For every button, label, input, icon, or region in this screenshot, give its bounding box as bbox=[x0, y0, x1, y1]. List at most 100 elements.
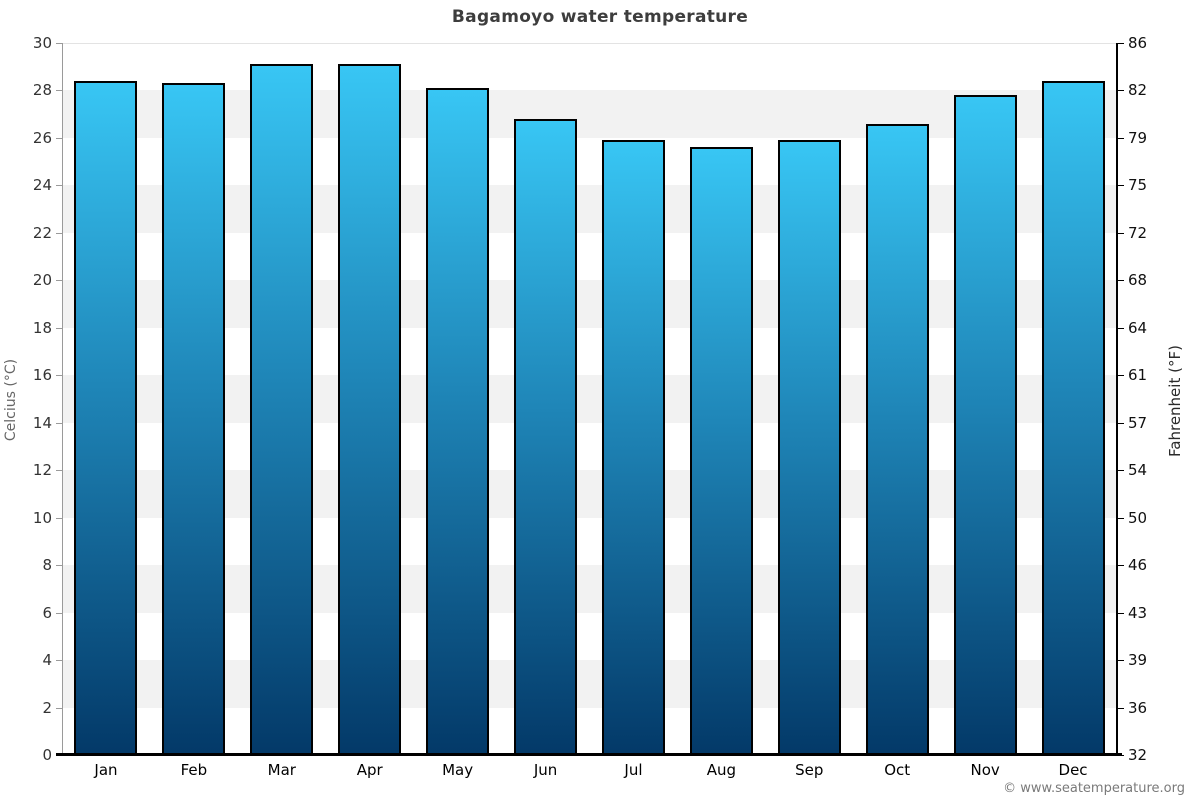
y-tick-label-fahrenheit: 57 bbox=[1128, 413, 1148, 432]
y-tick-right bbox=[1118, 517, 1124, 519]
y-tick-label-celsius: 6 bbox=[42, 603, 52, 622]
y-tick-label-celsius: 22 bbox=[32, 223, 52, 242]
bar-jul bbox=[602, 140, 665, 755]
y-tick-label-celsius: 14 bbox=[32, 413, 52, 432]
x-tick-label-sep: Sep bbox=[795, 761, 824, 779]
y-tick-left bbox=[56, 232, 62, 234]
y-axis-line-right bbox=[1116, 43, 1118, 755]
grid-stripe bbox=[62, 565, 1117, 613]
y-tick-left bbox=[56, 470, 62, 472]
y-tick-right bbox=[1118, 90, 1124, 92]
x-tick-label-dec: Dec bbox=[1058, 761, 1088, 779]
y-axis-label-fahrenheit: Fahrenheit (°F) bbox=[1166, 345, 1184, 457]
y-tick-right bbox=[1118, 612, 1124, 614]
y-tick-label-fahrenheit: 39 bbox=[1128, 651, 1148, 670]
y-tick-left bbox=[56, 327, 62, 329]
y-tick-left bbox=[56, 43, 62, 44]
y-tick-label-fahrenheit: 79 bbox=[1128, 128, 1148, 147]
y-tick-right bbox=[1118, 375, 1124, 377]
bar-oct bbox=[866, 123, 929, 755]
grid-stripe bbox=[62, 470, 1117, 518]
y-tick-left bbox=[56, 517, 62, 519]
bar-dec bbox=[1042, 80, 1105, 755]
y-tick-label-fahrenheit: 61 bbox=[1128, 366, 1148, 385]
bar-may bbox=[426, 88, 489, 755]
x-axis-line bbox=[56, 753, 1122, 756]
y-tick-label-celsius: 26 bbox=[32, 128, 52, 147]
x-tick-label-jul: Jul bbox=[624, 761, 643, 779]
bar-mar bbox=[250, 64, 313, 755]
y-tick-label-fahrenheit: 36 bbox=[1128, 698, 1148, 717]
y-tick-right bbox=[1118, 137, 1124, 139]
grid-stripe bbox=[62, 185, 1117, 233]
bar-nov bbox=[954, 95, 1017, 755]
copyright-text: © www.seatemperature.org bbox=[1003, 781, 1185, 796]
y-tick-right bbox=[1118, 185, 1124, 187]
x-tick-label-oct: Oct bbox=[884, 761, 911, 779]
y-tick-right bbox=[1118, 707, 1124, 709]
x-tick-label-feb: Feb bbox=[180, 761, 208, 779]
y-tick-label-fahrenheit: 46 bbox=[1128, 556, 1148, 575]
y-tick-label-celsius: 16 bbox=[32, 366, 52, 385]
y-tick-label-fahrenheit: 68 bbox=[1128, 271, 1148, 290]
y-tick-label-celsius: 18 bbox=[32, 318, 52, 337]
bar-aug bbox=[690, 147, 753, 755]
y-tick-left bbox=[56, 280, 62, 282]
y-tick-label-celsius: 24 bbox=[32, 176, 52, 195]
grid-stripe bbox=[62, 280, 1117, 328]
grid-stripe bbox=[62, 660, 1117, 708]
y-tick-right bbox=[1118, 232, 1124, 234]
y-tick-right bbox=[1118, 43, 1124, 44]
y-tick-label-celsius: 12 bbox=[32, 461, 52, 480]
y-tick-label-fahrenheit: 86 bbox=[1128, 34, 1148, 52]
y-tick-label-celsius: 0 bbox=[42, 746, 52, 764]
chart-title: Bagamoyo water temperature bbox=[451, 7, 749, 27]
y-tick-right bbox=[1118, 422, 1124, 424]
bar-sep bbox=[778, 140, 841, 755]
grid-stripe bbox=[62, 90, 1117, 138]
y-tick-left bbox=[56, 90, 62, 92]
y-tick-left bbox=[56, 375, 62, 377]
y-tick-label-celsius: 10 bbox=[32, 508, 52, 527]
x-tick-label-jan: Jan bbox=[94, 761, 118, 779]
x-tick-label-jun: Jun bbox=[533, 761, 558, 779]
y-tick-label-fahrenheit: 64 bbox=[1128, 318, 1148, 337]
y-tick-label-fahrenheit: 72 bbox=[1128, 223, 1148, 242]
y-tick-label-celsius: 20 bbox=[32, 271, 52, 290]
bar-feb bbox=[162, 83, 225, 755]
y-tick-left bbox=[56, 137, 62, 139]
bar-apr bbox=[338, 64, 401, 755]
grid-stripe bbox=[62, 375, 1117, 423]
y-tick-left bbox=[56, 612, 62, 614]
x-tick-label-mar: Mar bbox=[267, 761, 296, 779]
bar-jan bbox=[74, 80, 137, 755]
x-tick-label-may: May bbox=[442, 761, 474, 779]
y-tick-right bbox=[1118, 280, 1124, 282]
y-tick-right bbox=[1118, 327, 1124, 329]
top-gridline bbox=[62, 43, 1117, 44]
y-tick-right bbox=[1118, 660, 1124, 662]
y-axis-label-celsius: Celcius (°C) bbox=[3, 358, 19, 442]
y-tick-label-celsius: 8 bbox=[42, 556, 52, 575]
y-tick-label-fahrenheit: 43 bbox=[1128, 603, 1148, 622]
y-tick-left bbox=[56, 565, 62, 567]
y-tick-left bbox=[56, 185, 62, 187]
y-tick-label-celsius: 28 bbox=[32, 81, 52, 100]
y-axis-line-left bbox=[62, 43, 63, 755]
bar-jun bbox=[514, 118, 577, 755]
y-tick-right bbox=[1118, 470, 1124, 472]
x-tick-label-aug: Aug bbox=[706, 761, 737, 779]
y-tick-label-fahrenheit: 75 bbox=[1128, 176, 1148, 195]
y-tick-label-celsius: 30 bbox=[32, 34, 52, 52]
y-tick-left bbox=[56, 422, 62, 424]
y-tick-label-fahrenheit: 50 bbox=[1128, 508, 1148, 527]
y-tick-left bbox=[56, 660, 62, 662]
x-tick-label-nov: Nov bbox=[970, 761, 1000, 779]
y-tick-label-celsius: 4 bbox=[42, 651, 52, 670]
x-tick-label-apr: Apr bbox=[356, 761, 383, 779]
y-tick-right bbox=[1118, 565, 1124, 567]
y-tick-label-celsius: 2 bbox=[42, 698, 52, 717]
plot-area bbox=[62, 43, 1117, 755]
y-tick-label-fahrenheit: 54 bbox=[1128, 461, 1148, 480]
